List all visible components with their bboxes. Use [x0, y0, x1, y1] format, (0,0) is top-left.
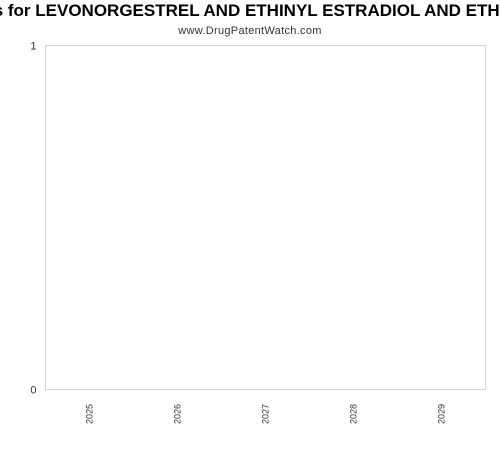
chart-subtitle: www.DrugPatentWatch.com [178, 25, 322, 37]
x-tick-label: 2026 [173, 404, 183, 424]
x-tick-label: 2028 [349, 404, 359, 424]
x-tick-label: 2027 [261, 404, 271, 424]
y-axis-ticks: 01 [30, 41, 36, 397]
plot-frame [45, 45, 486, 390]
x-axis-ticks: 2025 2026 2027 2028 2029 [85, 404, 447, 424]
x-tick-label: 2029 [437, 404, 447, 424]
chart-title: ns for LEVONORGESTREL AND ETHINYL ESTRAD… [0, 1, 500, 20]
y-tick-label: 0 [30, 385, 36, 397]
y-tick-label: 1 [30, 41, 36, 53]
x-tick-label: 2025 [85, 404, 95, 424]
